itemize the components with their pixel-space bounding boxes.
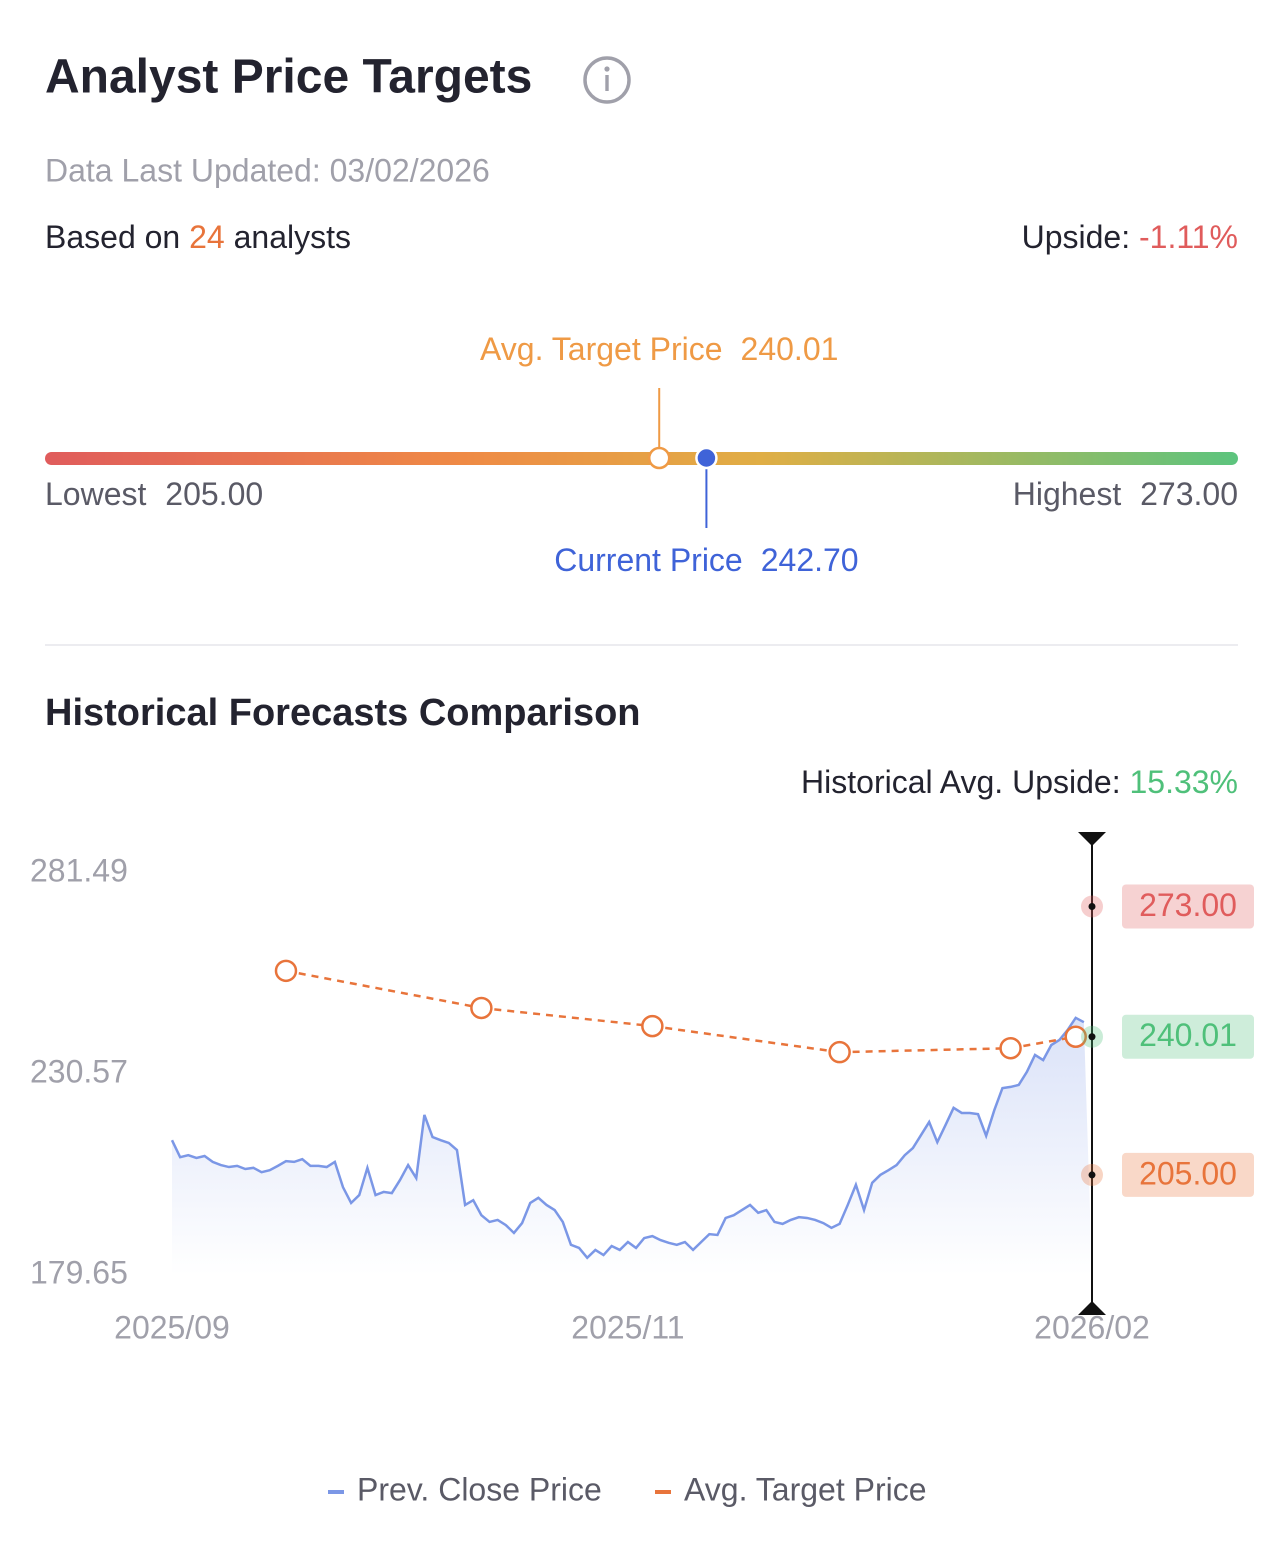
target-point <box>1064 1025 1087 1048</box>
hist-upside: Historical Avg. Upside: 15.33% <box>801 764 1238 800</box>
crosshair-bottom <box>1078 1301 1106 1315</box>
lowest: Lowest 205.00 <box>45 476 263 512</box>
lowest-value: 205.00 <box>165 476 263 512</box>
end-label-box <box>1122 884 1254 929</box>
legend-label: Prev. Close Price <box>357 1471 602 1507</box>
target-point <box>641 1014 664 1038</box>
y-tick-label: 230.57 <box>30 1053 128 1089</box>
target-connector <box>481 1006 653 1028</box>
crosshair-top <box>1078 832 1106 846</box>
avg-label-text: Avg. Target Price <box>480 331 723 367</box>
target-connector <box>652 1024 840 1054</box>
end-label-box <box>1122 1014 1254 1059</box>
end-marker-dot <box>1088 903 1096 911</box>
legend-label: Avg. Target Price <box>684 1471 927 1507</box>
price-line <box>170 1016 1085 1260</box>
current-label: Current Price 242.70 <box>554 542 858 578</box>
info-icon[interactable] <box>583 56 631 104</box>
target-point <box>274 959 298 983</box>
legend-swatch <box>328 1490 344 1494</box>
based-prefix: Based on <box>45 219 180 255</box>
x-tick-label: 2026/02 <box>1034 1309 1150 1345</box>
target-connector <box>285 969 482 1010</box>
x-tick-label: 2025/09 <box>114 1309 230 1345</box>
target-connector <box>839 1046 1011 1054</box>
avg-marker <box>647 446 671 470</box>
based-suffix: analysts <box>234 219 351 255</box>
avg-label: Avg. Target Price 240.01 <box>480 331 838 367</box>
end-label: 273.00 <box>1139 887 1237 923</box>
price-area <box>172 1017 1092 1275</box>
y-tick-label: 281.49 <box>30 852 128 888</box>
y-tick-label: 179.65 <box>30 1254 128 1290</box>
highest: Highest 273.00 <box>1013 476 1238 512</box>
gauge-bar <box>45 452 1238 465</box>
title: Analyst Price Targets <box>45 51 532 104</box>
section-title: Historical Forecasts Comparison <box>45 692 641 734</box>
current-label-text: Current Price <box>554 542 743 578</box>
upside: Upside: -1.11% <box>1022 219 1238 255</box>
target-point <box>999 1036 1022 1060</box>
upside-value: -1.11% <box>1139 219 1238 255</box>
end-label-box <box>1122 1152 1254 1197</box>
end-marker-dot <box>1088 1171 1096 1179</box>
legend-swatch <box>655 1490 671 1494</box>
end-label: 240.01 <box>1139 1017 1237 1053</box>
current-value: 242.70 <box>761 542 859 578</box>
upside-label: Upside: <box>1022 219 1131 255</box>
hist-upside-value: 15.33% <box>1129 764 1238 800</box>
x-tick-label: 2025/11 <box>571 1309 684 1345</box>
end-label: 205.00 <box>1139 1155 1237 1191</box>
highest-label: Highest <box>1013 476 1122 512</box>
lowest-label: Lowest <box>45 476 147 512</box>
target-point <box>828 1040 851 1064</box>
based-on: Based on 24 analysts <box>45 219 351 255</box>
target-point <box>470 996 493 1020</box>
avg-value: 240.01 <box>741 331 839 367</box>
hist-upside-label: Historical Avg. Upside: <box>801 764 1121 800</box>
updated: Data Last Updated: 03/02/2026 <box>45 152 490 188</box>
analyst-count: 24 <box>189 219 225 255</box>
current-marker <box>695 446 718 470</box>
end-marker-dot <box>1088 1033 1096 1041</box>
highest-value: 273.00 <box>1140 476 1238 512</box>
